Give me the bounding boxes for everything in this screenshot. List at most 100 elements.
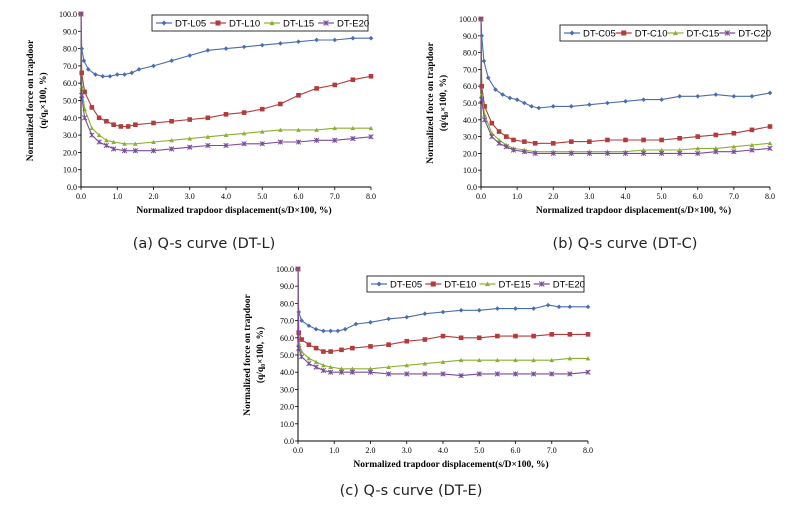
data-point — [89, 105, 95, 110]
data-point — [531, 333, 536, 339]
x-tick-label: 3.0 — [185, 192, 195, 201]
data-point — [299, 318, 304, 323]
y-tick-label: 70.0 — [463, 65, 477, 74]
x-tick-label: 3.0 — [402, 446, 412, 455]
data-point — [313, 137, 320, 143]
y-tick-label: 10.0 — [280, 420, 294, 429]
data-point — [677, 135, 682, 141]
x-tick-label: 7.0 — [330, 192, 340, 201]
data-point — [585, 332, 591, 337]
data-point — [585, 304, 591, 310]
y-tick-label: 60.0 — [63, 79, 77, 88]
data-point — [605, 100, 610, 106]
data-point — [306, 323, 312, 329]
data-point — [767, 90, 773, 96]
data-point — [118, 124, 124, 129]
data-point — [241, 141, 247, 147]
data-point — [328, 349, 333, 354]
data-point — [85, 67, 91, 72]
data-point — [298, 354, 305, 360]
data-point — [585, 369, 591, 375]
x-tick-label: 5.0 — [474, 446, 484, 455]
data-point — [404, 314, 410, 320]
data-point — [313, 359, 319, 364]
chart-panel-3: 0.0 10.0 20.0 30.0 40.0 50.0 60.0 70.0 80.0 90.0 1… — [243, 265, 593, 499]
data-point — [367, 369, 374, 375]
data-point — [328, 328, 333, 334]
data-point — [659, 97, 664, 102]
data-point — [368, 366, 373, 371]
data-point — [536, 105, 542, 111]
x-tick-label: 4.0 — [221, 192, 231, 201]
data-point — [514, 97, 520, 102]
legend-entry-label: DT-E20 — [553, 280, 585, 291]
data-point — [767, 124, 773, 129]
data-point — [278, 101, 283, 107]
data-point — [659, 147, 664, 152]
data-point — [529, 104, 534, 109]
chart-caption: (a) Q-s curve (DT-L) — [133, 236, 276, 252]
data-point — [422, 371, 428, 377]
data-point — [522, 100, 527, 106]
data-point — [641, 137, 646, 143]
data-point — [110, 146, 117, 152]
y-axis-label: Normalized force on trapdoor — [26, 39, 36, 161]
data-point — [495, 306, 500, 311]
data-point — [314, 37, 319, 43]
data-point — [223, 142, 229, 149]
legend-marker — [161, 20, 167, 26]
data-point — [122, 72, 127, 77]
data-point — [121, 148, 128, 154]
series-line — [297, 268, 588, 370]
data-point — [385, 371, 392, 377]
data-point — [350, 135, 356, 142]
data-point — [522, 139, 527, 144]
data-point — [223, 112, 229, 117]
y-tick-label: 20.0 — [63, 148, 77, 157]
data-point — [205, 142, 211, 149]
data-point — [187, 53, 193, 58]
legend: DT-L05 DT-L10 DT-L15 DT-E20 — [151, 14, 369, 32]
y-tick-label: 20.0 — [463, 149, 477, 158]
series-line — [480, 18, 771, 109]
legend-entry-label: DT-E05 — [390, 280, 422, 291]
chart-caption: (c) Q-s curve (DT-E) — [340, 483, 483, 499]
data-point — [187, 136, 193, 141]
legend-marker — [215, 20, 221, 26]
data-point — [489, 133, 495, 140]
data-point — [96, 115, 102, 121]
data-point — [295, 139, 302, 145]
x-axis-label: Normalized trapdoor displacement(s/D×100… — [353, 459, 548, 470]
data-point — [313, 326, 319, 332]
series-line — [80, 13, 371, 145]
legend-marker — [538, 281, 545, 287]
data-point — [586, 150, 593, 157]
x-tick-label: 5.0 — [657, 192, 667, 201]
data-point — [332, 125, 338, 131]
data-point — [550, 150, 556, 157]
y-tick-label: 80.0 — [463, 49, 477, 58]
data-point — [569, 139, 574, 144]
data-point — [327, 369, 334, 375]
data-point — [306, 342, 312, 347]
x-tick-label: 5.0 — [257, 192, 267, 201]
data-point — [489, 120, 495, 126]
y-tick-label: 60.0 — [463, 82, 477, 91]
data-point — [659, 137, 664, 143]
data-point — [440, 371, 446, 377]
data-point — [500, 92, 505, 97]
series-line — [297, 268, 589, 377]
legend-entry-label: DT-C20 — [738, 29, 771, 40]
data-point — [350, 77, 356, 83]
data-point — [332, 37, 338, 43]
data-point — [328, 364, 333, 369]
data-point — [511, 137, 516, 143]
legend-marker — [673, 30, 678, 36]
data-point — [567, 332, 573, 337]
legend-box — [559, 24, 768, 42]
data-point — [404, 363, 410, 368]
series-dt-c20 — [478, 16, 773, 157]
data-point — [496, 140, 502, 146]
data-point — [713, 149, 719, 155]
data-point — [368, 73, 374, 79]
